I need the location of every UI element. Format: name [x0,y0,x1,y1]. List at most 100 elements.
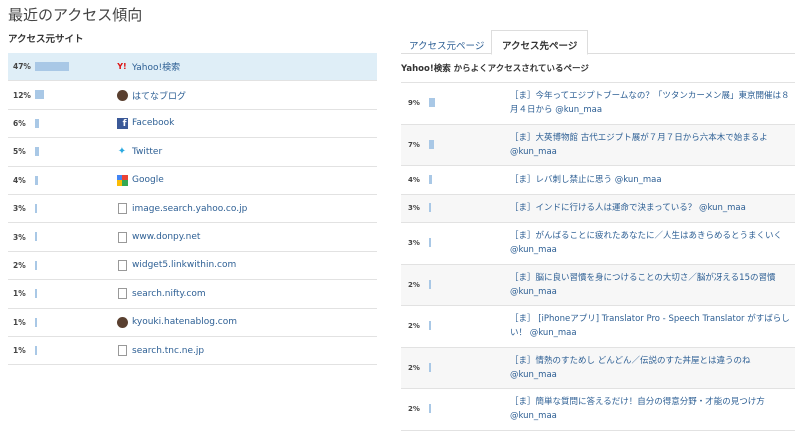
page-row: 7% ［ま］大英博物館 古代エジプト展が７月７日から六本木で始まるよ @kun_… [401,124,795,166]
source-row[interactable]: 5% ✦ Twitter [8,138,377,167]
page-icon [116,259,128,271]
source-percent: 1% [13,289,26,299]
source-link[interactable]: search.nifty.com [116,288,206,300]
source-link[interactable]: widget5.linkwithin.com [116,259,236,271]
page-bar [429,238,432,248]
page-icon [116,345,128,357]
source-bar [35,317,37,327]
source-percent: 1% [13,317,26,327]
page-link[interactable]: ［ま］レバ刺し禁止に思う @kun_maa [510,174,662,185]
sources-heading: アクセス元サイト [8,34,84,45]
page-row: 2% ［ま］脳に良い習慣を身につけることの大切さ／脳が冴える15の習慣 @kun… [401,264,795,306]
page-percent: 9% [408,99,420,108]
source-row[interactable]: 2% widget5.linkwithin.com [8,252,377,281]
source-percent: 3% [13,204,26,214]
page-percent: 3% [408,239,420,248]
source-name: はてなブログ [132,91,187,102]
page-row: 9% ［ま］今年ってエジプトブームなの？「ツタンカーメン展」東京開催は８月４日か… [401,83,795,125]
page-row: 3% ［ま］インドに行ける人は運命で決まっている？ @kun_maa [401,194,795,223]
source-sites-table: 47% Y! Yahoo!検索 12% はてなブログ 6% f Facebook 5% ✦… [8,53,377,366]
page-link[interactable]: ［ま］ [iPhoneアプリ] Translator Pro - Speech … [510,314,790,339]
source-link[interactable]: Google [116,174,164,186]
page-bar [429,174,432,184]
page-percent: 4% [408,175,420,184]
source-row[interactable]: 1% search.tnc.ne.jp [8,337,377,366]
source-name: Twitter [132,146,163,157]
source-row[interactable]: 3% image.search.yahoo.co.jp [8,195,377,224]
source-bar [35,345,37,355]
page-link[interactable]: ［ま］脳に良い習慣を身につけることの大切さ／脳が冴える15の習慣 @kun_ma… [510,272,776,297]
page-bar [429,203,432,213]
page-link[interactable]: ［ま］情熱のすためし どんどん／伝説のすた丼屋とは違うのね @kun_maa [510,355,751,380]
source-name: www.donpy.net [132,232,201,243]
source-link[interactable]: Y! Yahoo!検索 [116,60,180,73]
page-percent: 2% [408,405,420,414]
source-row[interactable]: 1% search.nifty.com [8,280,377,309]
source-row[interactable]: 1% kyouki.hatenablog.com [8,309,377,337]
page-link[interactable]: ［ま］大英博物館 古代エジプト展が７月７日から六本木で始まるよ @kun_maa [510,132,768,157]
hatena-icon [116,89,128,101]
source-row[interactable]: 47% Y! Yahoo!検索 [8,53,377,82]
source-name: search.nifty.com [132,288,206,299]
page-percent: 2% [408,280,420,289]
source-percent: 3% [13,232,26,242]
source-percent: 4% [13,175,26,185]
yahoo-icon: Y! [117,62,127,72]
source-bar [35,175,38,185]
page-row: 2% ［ま］情熱のすためし どんどん／伝説のすた丼屋とは違うのね @kun_ma… [401,347,795,389]
page-icon [116,231,128,243]
page-bar [429,279,431,289]
page-icon [116,288,128,300]
source-link[interactable]: kyouki.hatenablog.com [116,316,237,328]
source-bar [35,203,38,213]
hatena-icon [116,316,128,328]
page-percent: 2% [408,363,420,372]
page-bar [429,98,436,108]
page-link[interactable]: ［ま］インドに行ける人は運命で決まっている？ @kun_maa [510,203,746,214]
source-bar [35,90,44,100]
source-percent: 1% [13,346,26,356]
page-link[interactable]: ［ま］がんばることに疲れたあなたに／人生はあきらめるとうまくいく @kun_ma… [510,231,783,256]
tab-bar: アクセス元ページ アクセス先ページ [401,30,795,55]
source-link[interactable]: image.search.yahoo.co.jp [116,203,247,215]
source-bar [35,62,70,71]
source-row[interactable]: 4% Google [8,167,377,195]
pages-heading: Yahoo!検索 からよくアクセスされているページ [401,64,589,74]
twitter-icon: ✦ [117,146,127,158]
source-name: search.tnc.ne.jp [132,345,205,356]
source-link[interactable]: はてなブログ [116,89,186,102]
tab-destination-pages[interactable]: アクセス先ページ [491,30,589,55]
page-link[interactable]: ［ま］今年ってエジプトブームなの？「ツタンカーメン展」東京開催は８月４日から @… [510,91,790,116]
source-link[interactable]: f Facebook [116,117,174,129]
page-bar [429,404,431,414]
source-bar [35,232,38,242]
source-name: Facebook [132,118,175,129]
page-row: 3% ［ま］がんばることに疲れたあなたに／人生はあきらめるとうまくいく @kun… [401,223,795,265]
source-percent: 2% [13,260,26,270]
source-link[interactable]: search.tnc.ne.jp [116,345,204,357]
page-bar [429,321,431,331]
source-link[interactable]: www.donpy.net [116,231,200,243]
page-bar [429,362,431,372]
page-bar [429,139,434,149]
page-row: 2% ［ま］ [iPhoneアプリ] Translator Pro - Spee… [401,306,795,348]
source-name: Yahoo!検索 [132,63,181,74]
facebook-icon: f [116,117,128,129]
page-percent: 3% [408,204,420,213]
source-name: kyouki.hatenablog.com [132,317,238,328]
source-name: widget5.linkwithin.com [132,260,237,271]
source-percent: 6% [13,118,26,128]
google-icon [116,174,128,186]
source-percent: 47% [13,62,31,72]
source-row[interactable]: 6% f Facebook [8,110,377,139]
source-link[interactable]: ✦ Twitter [116,146,162,158]
source-row[interactable]: 3% www.donpy.net [8,223,377,252]
page-icon [116,203,128,215]
tab-source-pages[interactable]: アクセス元ページ [409,41,485,52]
source-bar [35,260,37,270]
page-title: 最近のアクセス傾向 [8,6,143,24]
source-percent: 5% [13,147,26,157]
page-link[interactable]: ［ま］簡単な質問に答えるだけ！自分の得意分野・才能の見つけ方 @kun_maa [510,397,765,422]
source-bar [35,147,39,157]
source-row[interactable]: 12% はてなブログ [8,81,377,110]
